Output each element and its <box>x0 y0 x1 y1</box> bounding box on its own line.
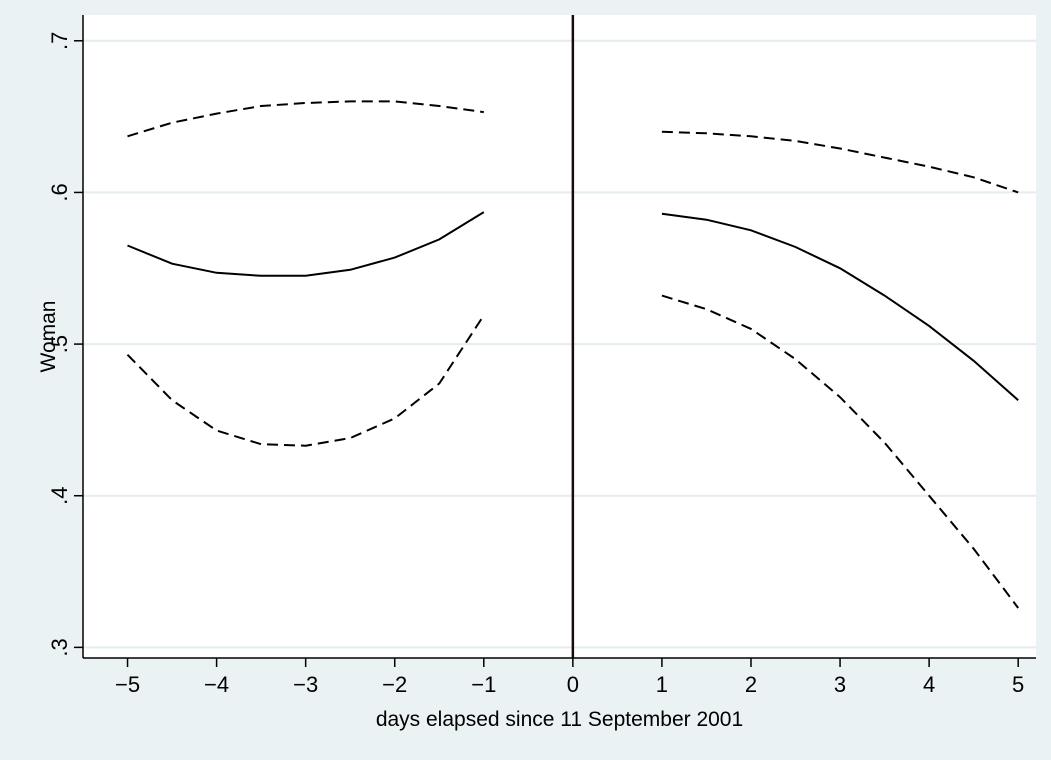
series-line-post-dashed-5 <box>661 294 1019 609</box>
series-line-post-dashed-4 <box>661 130 1019 194</box>
x-tick-label: −5 <box>115 672 140 697</box>
x-tick-label: −2 <box>382 672 407 697</box>
series-line-post-solid-3 <box>661 212 1019 401</box>
x-tick-label: 5 <box>1012 672 1024 697</box>
x-tick-label: 0 <box>567 672 579 697</box>
x-tick-label: 4 <box>923 672 935 697</box>
y-tick-label: .7 <box>47 32 72 50</box>
plot-area <box>83 15 1036 658</box>
series-line-pre-dashed-1 <box>127 100 484 138</box>
x-axis-title: days elapsed since 11 September 2001 <box>376 708 743 731</box>
x-tick-label: −1 <box>471 672 496 697</box>
grid-lines <box>83 39 1036 649</box>
x-tick-label: 2 <box>745 672 757 697</box>
y-axis-ticks: .3 .4 .5 .6 .7 <box>47 32 83 657</box>
y-tick-label: .3 <box>47 638 72 656</box>
series-line-pre-dashed-2 <box>126 314 485 447</box>
y-tick-label: .5 <box>47 335 72 353</box>
x-tick-label: −4 <box>204 672 229 697</box>
y-axis-title: Woman <box>37 301 60 373</box>
x-axis-ticks: −5 −4 −3 −2 −1 0 1 2 3 4 5 <box>115 658 1024 697</box>
x-tick-label: −3 <box>293 672 318 697</box>
x-tick-label: 3 <box>834 672 846 697</box>
y-tick-label: .4 <box>47 487 72 505</box>
y-tick-label: .6 <box>47 183 72 201</box>
x-tick-label: 1 <box>656 672 668 697</box>
series-lines <box>126 100 1019 609</box>
series-line-pre-solid-0 <box>127 211 485 277</box>
